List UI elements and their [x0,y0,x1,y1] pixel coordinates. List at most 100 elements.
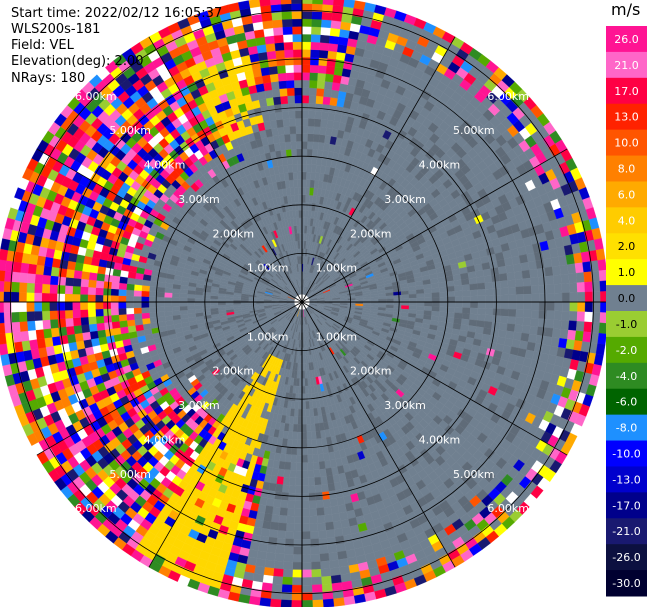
velocity-cell [301,508,310,517]
velocity-cell [261,520,272,530]
velocity-cell [343,595,356,606]
velocity-cell [521,325,531,335]
velocity-cell [317,530,327,539]
velocity-cell [295,477,303,486]
velocity-cell [293,546,303,555]
velocity-cell [294,508,303,517]
velocity-cell [322,0,334,6]
velocity-cell [309,408,315,417]
velocity-cell [301,156,308,165]
velocity-cell [316,88,325,97]
velocity-cell [500,301,509,310]
velocity-cell [308,492,317,502]
velocity-cell [312,599,324,607]
velocity-cell [535,259,545,270]
velocity-cell [554,301,563,312]
velocity-cell [328,551,339,561]
velocity-cell [538,310,547,320]
velocity-cell [401,301,410,306]
velocity-cell [284,538,294,547]
velocity-cell [306,446,313,456]
velocity-cell [477,301,486,309]
velocity-cell [294,493,303,502]
velocity-cell [321,491,330,501]
velocity-cell [281,584,293,593]
velocity-cell [535,334,545,345]
velocity-cell [271,583,283,593]
velocity-cell [301,56,311,66]
velocity-cell [274,553,285,562]
velocity-cell [316,438,323,447]
velocity-cell [569,311,578,322]
velocity-cell [332,74,343,84]
velocity-cell [291,446,298,456]
velocity-cell [316,80,326,89]
velocity-cell [289,477,297,486]
velocity-cell [561,292,571,303]
velocity-cell [544,327,554,338]
velocity-cell [491,274,501,283]
velocity-cell [318,57,328,67]
velocity-cell [301,125,309,134]
velocity-cell [301,95,310,104]
velocity-cell [305,179,311,188]
velocity-cell [301,462,309,471]
velocity-cell [301,477,309,486]
velocity-cell [493,301,502,310]
velocity-cell [301,10,313,20]
velocity-cell [577,291,586,303]
velocity-cell [301,72,311,81]
velocity-cell [320,568,331,578]
velocity-cell [306,431,312,440]
velocity-cell [301,439,308,448]
velocity-cell [276,537,286,547]
velocity-cell [314,476,322,486]
velocity-cell [330,574,342,584]
velocity-cell [278,515,288,524]
velocity-cell [307,125,315,135]
velocity-cell [561,301,571,312]
velocity-cell [424,301,433,307]
velocity-cell [331,12,343,22]
velocity-cell [320,26,331,36]
velocity-cell [329,97,339,107]
velocity-cell [293,538,303,548]
velocity-cell [431,287,440,294]
velocity-cell [543,257,553,269]
velocity-cell [370,299,379,303]
velocity-cell [282,476,290,486]
velocity-cell [301,393,306,402]
velocity-cell [301,584,313,594]
velocity-cell [264,559,275,569]
velocity-cell [301,378,306,387]
velocity-cell [321,583,333,593]
velocity-cell [574,262,584,274]
velocity-cell [307,469,315,479]
velocity-cell [322,498,331,508]
velocity-cell [301,538,311,548]
velocity-cell [595,343,606,356]
velocity-cell [318,545,329,555]
velocity-cell [575,272,585,283]
velocity-cell [301,447,308,456]
velocity-cell [430,282,440,289]
velocity-cell [446,311,455,319]
velocity-cell [307,118,315,127]
velocity-cell [308,393,313,402]
velocity-cell [530,285,540,295]
velocity-cell [321,103,330,113]
velocity-cell [567,329,577,341]
velocity-cell [324,514,334,523]
velocity-cell [268,529,279,539]
velocity-cell [304,385,309,394]
velocity-cell [318,537,328,547]
velocity-cell [311,569,322,578]
velocity-cell [485,301,494,309]
velocity-cell [327,482,336,492]
velocity-cell [505,264,515,274]
velocity-cell [385,301,395,306]
velocity-cell [512,263,522,273]
velocity-cell [309,72,319,81]
velocity-cell [295,470,303,479]
velocity-cell [460,272,469,280]
